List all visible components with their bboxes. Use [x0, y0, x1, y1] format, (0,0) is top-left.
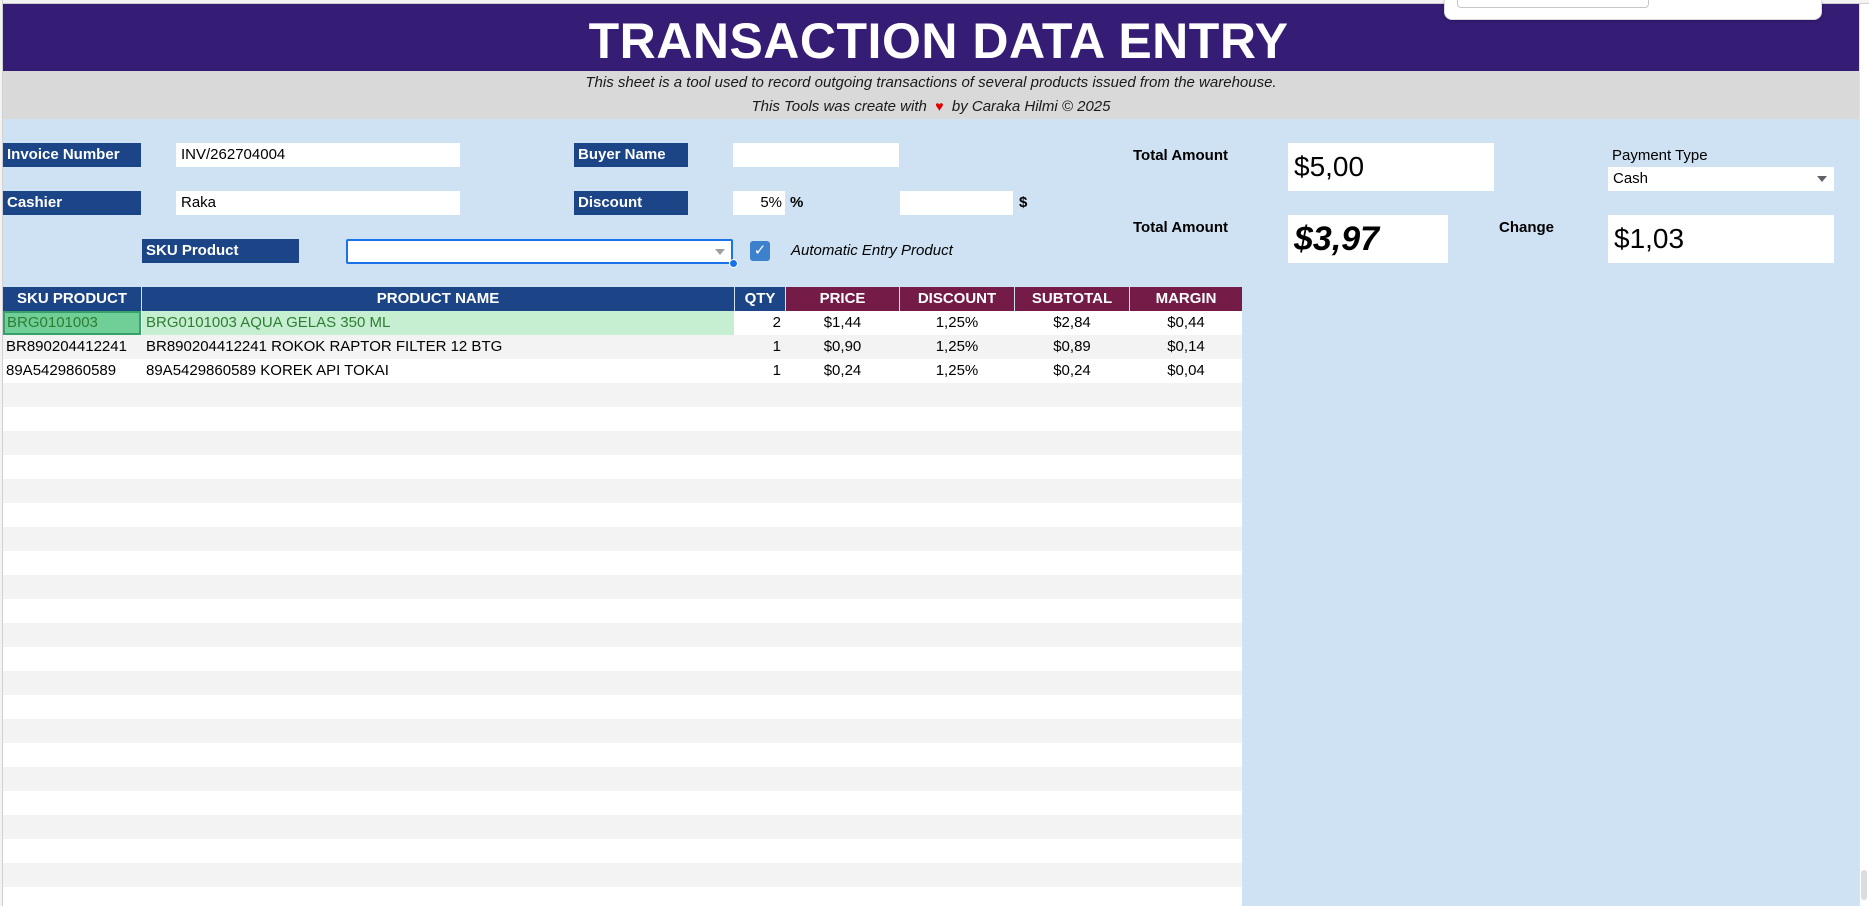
- cell-sku[interactable]: 89A5429860589: [6, 362, 117, 379]
- scrollbar-thumb[interactable]: [1861, 870, 1867, 900]
- table-row[interactable]: [3, 863, 1242, 887]
- floating-panel-field[interactable]: [1457, 0, 1649, 8]
- cell-sku[interactable]: BR890204412241: [6, 338, 127, 355]
- header-subtotal: SUBTOTAL: [1015, 287, 1129, 311]
- table-row[interactable]: [3, 815, 1242, 839]
- chevron-down-icon: [1817, 176, 1827, 182]
- table-row[interactable]: BRG0101003 BRG0101003 AQUA GELAS 350 ML 2 $…: [3, 311, 1242, 335]
- header-margin: MARGIN: [1130, 287, 1242, 311]
- table-row[interactable]: [3, 575, 1242, 599]
- column-header-strip: [0, 0, 1869, 4]
- table-row[interactable]: [3, 479, 1242, 503]
- title-banner: TRANSACTION DATA ENTRY: [3, 4, 1859, 71]
- header-sku-product: SKU PRODUCT: [3, 287, 141, 311]
- table-row[interactable]: [3, 527, 1242, 551]
- buyer-name-label: Buyer Name: [574, 143, 688, 167]
- cell-discount[interactable]: 1,25%: [935, 338, 979, 355]
- payment-type-dropdown[interactable]: Cash: [1608, 167, 1834, 191]
- buyer-name-field[interactable]: [733, 143, 899, 167]
- table-row[interactable]: [3, 599, 1242, 623]
- table-row[interactable]: [3, 503, 1242, 527]
- cell-price[interactable]: $0,24: [823, 362, 862, 379]
- cell-product-name[interactable]: BRG0101003 AQUA GELAS 350 ML: [142, 311, 734, 335]
- cell-sku[interactable]: BRG0101003: [3, 311, 141, 335]
- cell-qty[interactable]: 1: [772, 362, 781, 379]
- table-row[interactable]: [3, 647, 1242, 671]
- cell-product-name[interactable]: BR890204412241 ROKOK RAPTOR FILTER 12 BT…: [146, 338, 503, 355]
- table-row[interactable]: [3, 767, 1242, 791]
- table-row[interactable]: [3, 383, 1242, 407]
- cell-qty[interactable]: 1: [772, 338, 781, 355]
- cashier-label: Cashier: [3, 191, 141, 215]
- cell-margin[interactable]: $0,14: [1167, 338, 1205, 355]
- table-row[interactable]: [3, 431, 1242, 455]
- selection-fill-handle[interactable]: [729, 259, 738, 268]
- table-row[interactable]: [3, 455, 1242, 479]
- table-row[interactable]: [3, 839, 1242, 863]
- invoice-number-label: Invoice Number: [3, 143, 141, 167]
- cell-discount[interactable]: 1,25%: [935, 362, 979, 379]
- cell-price[interactable]: $0,90: [823, 338, 862, 355]
- percent-unit: %: [790, 194, 804, 211]
- change-label: Change: [1499, 219, 1555, 236]
- net-total-amount-value: $3,97: [1288, 215, 1448, 263]
- invoice-number-field[interactable]: INV/262704004: [176, 143, 460, 167]
- total-amount-label: Total Amount: [1133, 147, 1228, 164]
- dollar-unit: $: [1019, 194, 1028, 211]
- net-total-amount-label: Total Amount: [1133, 219, 1228, 236]
- cell-subtotal[interactable]: $0,89: [1053, 338, 1091, 355]
- automatic-entry-label: Automatic Entry Product: [791, 242, 953, 259]
- header-discount: DISCOUNT: [900, 287, 1014, 311]
- credit-line: This Tools was create with ♥ by Caraka H…: [3, 98, 1859, 115]
- cashier-field[interactable]: Raka: [176, 191, 460, 215]
- cell-subtotal[interactable]: $0,24: [1053, 362, 1091, 379]
- page-title: TRANSACTION DATA ENTRY: [588, 12, 1289, 69]
- credit-suffix: by Caraka Hilmi © 2025: [951, 98, 1111, 115]
- vertical-scrollbar[interactable]: [1859, 4, 1869, 906]
- payment-type-label: Payment Type: [1612, 147, 1708, 164]
- change-value: $1,03: [1608, 215, 1834, 263]
- transaction-table: SKU PRODUCT PRODUCT NAME QTY PRICE DISCO…: [3, 287, 1242, 906]
- table-row[interactable]: [3, 407, 1242, 431]
- row-header-strip: [0, 0, 3, 906]
- discount-percent-field[interactable]: 5%: [733, 191, 785, 215]
- credit-prefix: This Tools was create with: [751, 98, 927, 115]
- header-qty: QTY: [735, 287, 785, 311]
- discount-label: Discount: [574, 191, 688, 215]
- table-row[interactable]: [3, 671, 1242, 695]
- table-row[interactable]: [3, 887, 1242, 906]
- total-amount-value: $5,00: [1288, 143, 1494, 191]
- table-row[interactable]: 89A5429860589 89A5429860589 KOREK API TOK…: [3, 359, 1242, 383]
- cell-product-name[interactable]: 89A5429860589 KOREK API TOKAI: [146, 362, 389, 379]
- table-row[interactable]: [3, 743, 1242, 767]
- table-row[interactable]: [3, 623, 1242, 647]
- cell-subtotal[interactable]: $2,84: [1053, 314, 1091, 331]
- discount-amount-field[interactable]: [900, 191, 1013, 215]
- cell-margin[interactable]: $0,44: [1167, 314, 1205, 331]
- automatic-entry-checkbox[interactable]: ✓: [750, 241, 770, 261]
- header-product-name: PRODUCT NAME: [142, 287, 734, 311]
- header-price: PRICE: [786, 287, 899, 311]
- table-row[interactable]: [3, 791, 1242, 815]
- table-row[interactable]: [3, 719, 1242, 743]
- table-row[interactable]: [3, 551, 1242, 575]
- description-band: This sheet is a tool used to record outg…: [3, 71, 1859, 119]
- cell-price[interactable]: $1,44: [823, 314, 862, 331]
- table-row[interactable]: BR890204412241 BR890204412241 ROKOK RAPTO…: [3, 335, 1242, 359]
- cell-qty[interactable]: 2: [772, 314, 781, 331]
- cell-margin[interactable]: $0,04: [1167, 362, 1205, 379]
- sku-product-dropdown[interactable]: [346, 239, 733, 264]
- chevron-down-icon: [715, 249, 725, 255]
- heart-icon: ♥: [935, 98, 944, 114]
- checkmark-icon: ✓: [753, 242, 767, 259]
- sku-product-label: SKU Product: [142, 239, 299, 263]
- table-row[interactable]: [3, 695, 1242, 719]
- payment-type-value: Cash: [1613, 170, 1649, 187]
- description-text: This sheet is a tool used to record outg…: [585, 74, 1277, 91]
- cell-discount[interactable]: 1,25%: [935, 314, 979, 331]
